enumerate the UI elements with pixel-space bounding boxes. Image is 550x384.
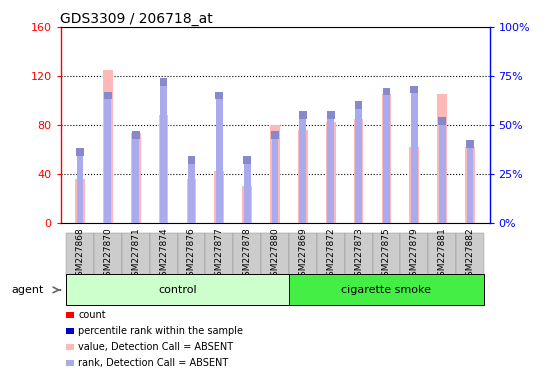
- Text: GSM227882: GSM227882: [465, 227, 475, 282]
- Text: cigarette smoke: cigarette smoke: [342, 285, 431, 295]
- Bar: [104, 91, 112, 99]
- Text: rank, Detection Call = ABSENT: rank, Detection Call = ABSENT: [78, 358, 228, 368]
- Bar: [205, 233, 233, 276]
- Text: value, Detection Call = ABSENT: value, Detection Call = ABSENT: [78, 342, 233, 352]
- Bar: [355, 101, 362, 109]
- Bar: [272, 135, 278, 223]
- Text: GSM227878: GSM227878: [243, 227, 252, 282]
- Text: GSM227870: GSM227870: [103, 227, 112, 282]
- Bar: [132, 131, 140, 139]
- Bar: [159, 115, 168, 223]
- Bar: [428, 233, 456, 276]
- Bar: [271, 131, 279, 139]
- Bar: [75, 179, 85, 223]
- Bar: [439, 121, 446, 223]
- Bar: [372, 233, 400, 276]
- Bar: [261, 233, 289, 276]
- Bar: [214, 171, 224, 223]
- Bar: [160, 78, 167, 86]
- Bar: [400, 233, 428, 276]
- Text: GSM227881: GSM227881: [438, 227, 447, 282]
- Bar: [188, 160, 195, 223]
- Bar: [327, 115, 334, 223]
- Bar: [131, 133, 141, 223]
- Bar: [122, 233, 150, 276]
- Bar: [216, 95, 223, 223]
- Bar: [270, 125, 280, 223]
- Text: GSM227869: GSM227869: [298, 227, 307, 282]
- Bar: [299, 111, 307, 119]
- Text: GSM227868: GSM227868: [75, 227, 85, 282]
- Text: GDS3309 / 206718_at: GDS3309 / 206718_at: [60, 12, 213, 26]
- Bar: [289, 275, 484, 306]
- Bar: [298, 130, 308, 223]
- Text: percentile rank within the sample: percentile rank within the sample: [78, 326, 243, 336]
- Bar: [355, 105, 362, 223]
- Bar: [411, 89, 418, 223]
- Bar: [132, 135, 139, 223]
- Bar: [299, 115, 306, 223]
- Text: agent: agent: [11, 285, 43, 295]
- Text: GSM227871: GSM227871: [131, 227, 140, 282]
- Bar: [188, 156, 195, 164]
- Text: GSM227872: GSM227872: [326, 227, 335, 282]
- Bar: [383, 91, 390, 223]
- Bar: [76, 148, 84, 156]
- Bar: [76, 152, 84, 223]
- Bar: [66, 275, 289, 306]
- Bar: [465, 147, 475, 223]
- Text: control: control: [158, 285, 197, 295]
- Text: count: count: [78, 310, 106, 320]
- Bar: [327, 111, 334, 119]
- Text: GSM227874: GSM227874: [159, 227, 168, 282]
- Bar: [354, 119, 364, 223]
- Bar: [243, 156, 251, 164]
- Bar: [466, 144, 474, 223]
- Bar: [289, 233, 317, 276]
- Text: GSM227880: GSM227880: [271, 227, 279, 282]
- Bar: [178, 233, 205, 276]
- Bar: [94, 233, 122, 276]
- Bar: [383, 88, 390, 95]
- Bar: [233, 233, 261, 276]
- Bar: [317, 233, 345, 276]
- Bar: [466, 141, 474, 148]
- Bar: [150, 233, 178, 276]
- Bar: [345, 233, 372, 276]
- Bar: [216, 91, 223, 99]
- Bar: [242, 186, 252, 223]
- Bar: [326, 122, 336, 223]
- Bar: [456, 233, 484, 276]
- Bar: [382, 94, 391, 223]
- Bar: [104, 95, 111, 223]
- Bar: [66, 233, 94, 276]
- Text: GSM227873: GSM227873: [354, 227, 363, 282]
- Bar: [186, 179, 196, 223]
- Text: GSM227875: GSM227875: [382, 227, 391, 282]
- Bar: [410, 86, 418, 93]
- Bar: [160, 82, 167, 223]
- Bar: [438, 117, 446, 125]
- Bar: [103, 70, 113, 223]
- Text: GSM227879: GSM227879: [410, 227, 419, 282]
- Text: GSM227877: GSM227877: [215, 227, 224, 282]
- Bar: [437, 94, 447, 223]
- Bar: [409, 147, 419, 223]
- Bar: [244, 160, 251, 223]
- Text: GSM227876: GSM227876: [187, 227, 196, 282]
